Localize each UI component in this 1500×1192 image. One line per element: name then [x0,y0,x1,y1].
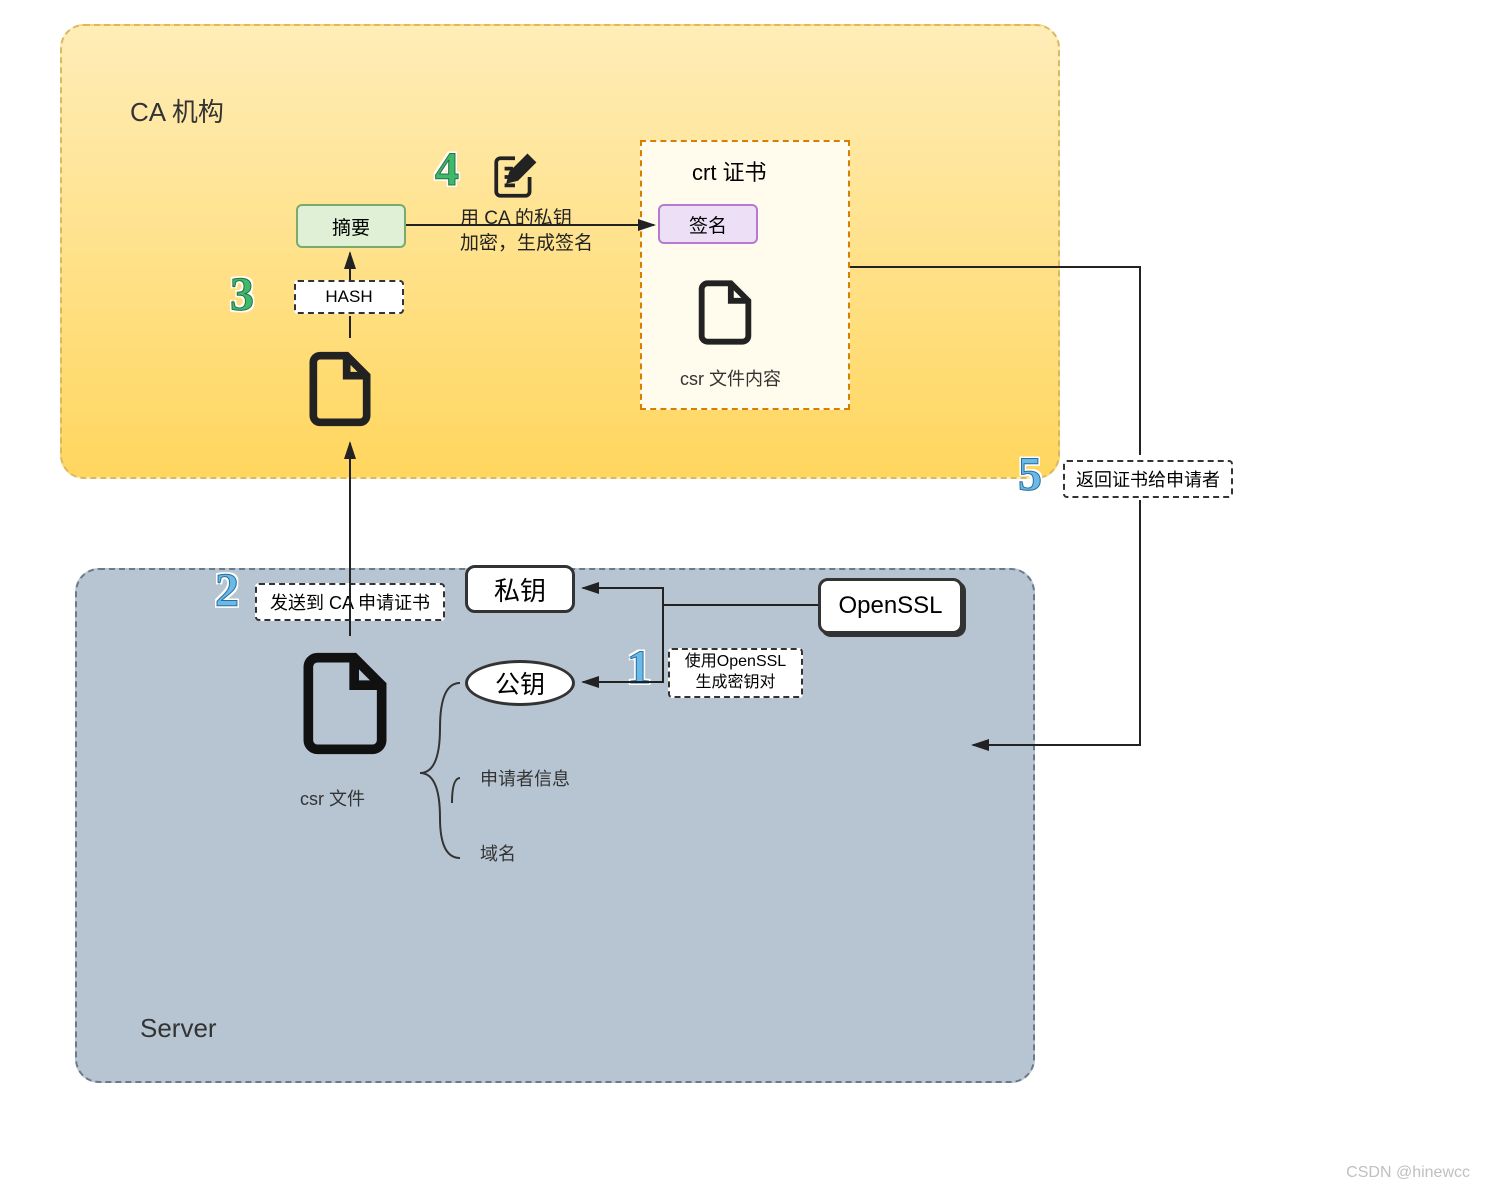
arrow-return-cert [850,255,1160,805]
csr-file-label: csr 文件 [300,785,365,811]
step-4: 4 [435,142,459,197]
step-3: 3 [230,267,254,322]
crt-title: crt 证书 [692,155,767,187]
server-title: Server [140,1013,217,1044]
step-2: 2 [215,563,239,618]
digest-node: 摘要 [296,204,406,248]
edit-icon [490,152,540,202]
csr-content-label: csr 文件内容 [680,365,781,391]
arrow-csr-up [340,438,360,638]
domain-label: 域名 [480,840,516,866]
sign-node: 签名 [658,204,758,244]
arrow-openssl-split [575,560,825,695]
arrow-digest-sign [406,215,661,235]
watermark: CSDN @hinewcc [1346,1164,1470,1182]
ca-title: CA 机构 [130,92,224,129]
file-icon-csr [290,636,400,771]
public-key-node: 公钥 [465,660,575,706]
file-icon-ca-left [300,340,380,438]
brace-csr [410,658,480,868]
arrow-file-hash-digest [340,248,360,343]
applicant-info-label: 申请者信息 [480,765,570,791]
file-icon-crt [690,270,760,355]
private-key-node: 私钥 [465,565,575,613]
